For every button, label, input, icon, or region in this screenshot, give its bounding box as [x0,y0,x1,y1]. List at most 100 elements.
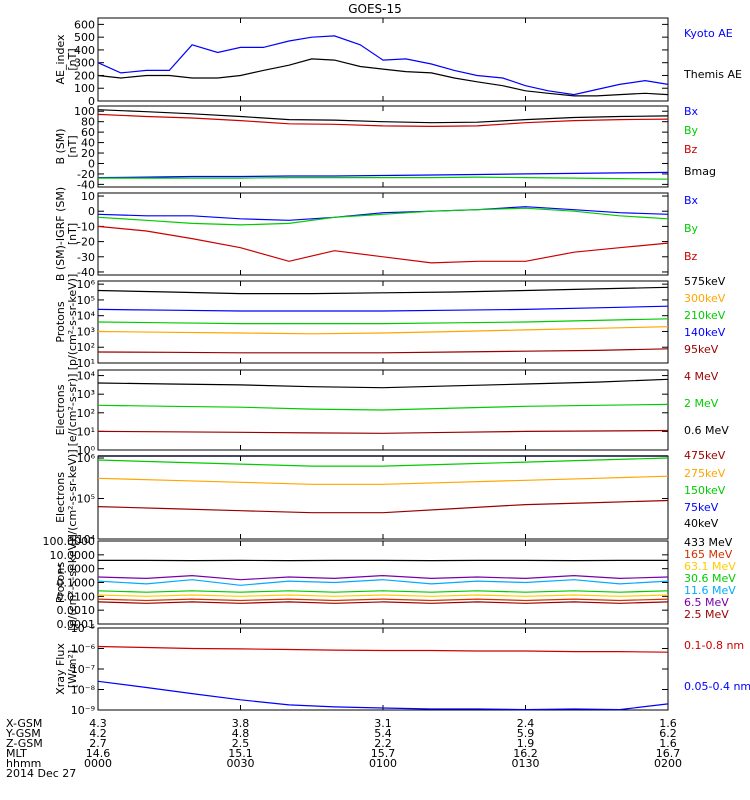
series-line-6-5-mev [97,574,669,581]
y-tick-label: 10⁴ [77,370,96,383]
series-line-by [98,176,669,180]
y-tick-label: 100.0000 [43,535,96,548]
y-axis-label: B (SM)-IGRF (SM)[nT] [54,187,79,281]
footer-tick-value: 0130 [512,757,540,770]
footer-tick-value: 2.2 [374,737,392,750]
legend-label: 75keV [684,501,719,514]
panel-frame [97,455,669,540]
footer-tick-value: 2.7 [89,737,107,750]
legend-label: 140keV [684,326,726,339]
y-tick-label: 600 [74,18,95,31]
series-line-2-5-mev [97,601,669,604]
plot-date: 2014 Dec 27 [6,767,76,780]
y-tick-label: 0 [88,95,95,108]
legend-label: 2.5 MeV [684,608,729,621]
y-tick-label: 10 [81,190,95,203]
panel-3: -40 -30 -20 -10 0 10B (SM)-IGRF (SM)[nT] Bx By B… [54,187,699,281]
y-tick-label: 10⁴ [77,533,96,546]
y-tick-label: 10⁵ [77,294,95,307]
y-tick-label: 0 [88,205,95,218]
y-tick-label: 0.1000 [57,577,96,590]
footer-tick-value: 14.6 [86,747,111,760]
y-tick-label: 80 [81,116,95,129]
footer-tick-value: 1.6 [659,717,677,730]
legend-label: 2 MeV [684,397,719,410]
series-line-bx [97,206,669,221]
y-tick-label: 10⁻⁶ [71,643,96,656]
footer-tick-value: 6.2 [659,727,677,740]
panel-7: 0.00010.00100.01000.10001.000010.0000100… [43,534,737,631]
legend-label: 475keV [684,449,726,462]
footer-tick-value: 3.1 [374,717,392,730]
y-tick-label: 1.0000 [57,563,96,576]
legend-label: 11.6 MeV [684,584,736,597]
y-axis-label: B (SM)[nT] [54,128,79,164]
y-tick-label: 10⁻⁸ [71,684,96,697]
series-line-by [97,207,669,226]
y-tick-label: 10.0000 [50,549,96,562]
y-tick-label: -40 [77,266,95,279]
y-tick-label: 0.0100 [57,590,96,603]
legend-label: 165 MeV [684,548,733,561]
y-tick-label: 200 [74,69,95,82]
series-line-4-mev [97,429,669,434]
y-tick-label: 100 [74,82,95,95]
y-tick-label: 0.0001 [57,618,96,631]
footer-tick-value: 4.8 [232,727,250,740]
y-tick-label: 10⁵ [77,493,95,506]
footer-tick-value: 2.5 [232,737,250,750]
series-line-bx [97,171,669,179]
series-line-bmag [97,109,669,124]
legend-label: 433 MeV [684,536,733,549]
y-tick-label: 10³ [77,325,95,338]
y-tick-label: 0.0010 [57,604,96,617]
footer-tick-value: 4.2 [89,727,107,740]
legend-label: 0.6 MeV [684,424,729,437]
plot-title: GOES-15 [348,2,402,16]
y-tick-label: 60 [81,126,95,139]
footer-tick-value: 16.2 [513,747,538,760]
series-line-63-1-mev [97,594,669,597]
series-line-0-6-mev [97,378,669,389]
series-line-30-6-mev [97,590,669,593]
footer-row-label: hhmm [6,757,41,770]
legend-label: Bx [684,105,699,118]
panel-4: 10¹ 10² 10³ 10⁴ 10⁵ 10⁶Protons[p/(cm²-s-sr-ke… [54,274,726,371]
panel-frame [97,627,669,711]
panel-frame [97,540,669,625]
footer-tick-value: 0000 [84,757,112,770]
y-tick-label: 10⁶ [77,278,96,291]
legend-label: 210keV [684,309,726,322]
y-tick-label: 10⁶ [77,452,96,465]
y-axis-label: Protons[p/(cm²-s-sr-keV)] [54,274,79,371]
footer-row-label: MLT [6,747,27,760]
y-tick-label: 10² [77,407,95,420]
panel-8: 10⁻⁹ 10⁻⁸ 10⁻⁷ 10⁻⁶ 10⁻⁵ Xray Flux[W/m²] 0.1-0… [54,622,750,717]
y-tick-label: 10⁻⁷ [71,663,95,676]
legend-label: 150keV [684,484,726,497]
series-line-165-mev [97,598,669,602]
footer-row-label: Z-GSM [6,737,43,750]
legend-label: 95keV [684,343,719,356]
footer-tick-value: 4.3 [89,717,107,730]
series-line-150kev [97,457,669,467]
series-line-0-1-0-8-nm [97,645,669,653]
footer-tick-value: 3.8 [232,717,250,730]
series-line-210kev [97,318,669,325]
legend-label: By [684,222,699,235]
footer-tick-value: 1.9 [517,737,535,750]
series-line-themis-ae [97,58,669,97]
legend-label: 0.1-0.8 nm [684,639,744,652]
series-line-0-05-0-4-nm [97,680,669,711]
footer-row-label: Y-GSM [5,727,41,740]
footer-row-label: X-GSM [6,717,42,730]
y-tick-label: 20 [81,147,95,160]
footer-tick-value: 16.7 [656,747,681,760]
series-line-275kev [97,475,669,485]
series-line-475kev [97,499,669,514]
y-tick-label: 10¹ [77,357,95,370]
